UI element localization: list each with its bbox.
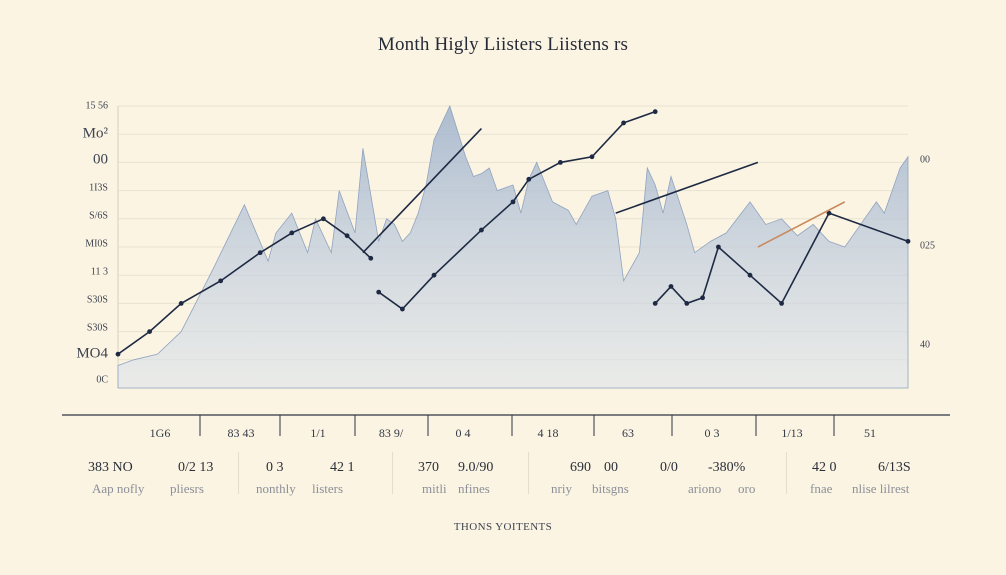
data-point [684, 301, 690, 306]
legend-sub: nonthly [256, 481, 296, 496]
y-tick-left: 15 56 [85, 100, 109, 112]
data-point [589, 154, 595, 160]
legend-value: -380% [708, 460, 746, 475]
y-tick-left: S/6S [89, 210, 108, 222]
data-point [668, 284, 674, 289]
x-tick-label: 63 [622, 426, 634, 440]
data-point [257, 250, 263, 256]
y-tick-left: MO4 [76, 345, 108, 362]
data-point [826, 210, 832, 216]
data-point [558, 160, 563, 165]
y-tick-left: S30S [86, 294, 108, 306]
legend-divider [786, 452, 787, 494]
data-point [218, 278, 224, 284]
y-tick-right: 40 [920, 339, 930, 351]
data-point [376, 289, 382, 295]
data-point [700, 295, 705, 301]
area-series [117, 104, 909, 389]
x-tick-label: 83 9/ [378, 426, 404, 440]
y-tick-left: 0C [96, 374, 108, 386]
data-point [716, 244, 721, 250]
y-tick-left: 11 3 [90, 266, 108, 278]
legend-value: 0/2 13 [178, 460, 214, 475]
y-tick-right: 025 [920, 240, 935, 252]
legend-value: 6/13S [878, 460, 911, 475]
data-point [321, 216, 326, 222]
data-point [178, 301, 184, 306]
legend-divider [528, 452, 529, 494]
legend-sub: Aap nofly [92, 481, 145, 496]
legend-sub: fnae [810, 481, 833, 496]
legend-divider [238, 452, 239, 494]
legend-sub: listers [312, 481, 344, 496]
data-point [479, 227, 484, 233]
trend-line [362, 128, 482, 254]
legend-value: 0/0 [660, 460, 678, 475]
legend-sub: nfines [458, 481, 490, 496]
legend-value: 9.0/90 [458, 460, 494, 475]
legend-sub: ariono [688, 481, 722, 496]
legend-value: 00 [604, 460, 618, 475]
data-point [147, 329, 153, 334]
data-point [115, 351, 121, 357]
y-tick-right: 00 [920, 154, 930, 166]
chart-footer: THONS YOITENTS [453, 521, 553, 533]
data-point [526, 176, 532, 182]
legend-value: 370 [418, 460, 439, 475]
x-tick-label: 4 18 [537, 426, 559, 440]
legend-sub: nriy [551, 481, 572, 496]
data-point [621, 120, 626, 126]
data-point [905, 238, 911, 244]
data-point [747, 272, 753, 278]
legend-value: 42 0 [812, 460, 837, 475]
y-tick-left: MI0S [85, 238, 108, 250]
data-point [652, 109, 658, 115]
data-point [652, 301, 658, 306]
chart-title: Month Higly Liisters Liistens rs [377, 34, 629, 55]
x-tick-label: 1/1 [310, 426, 326, 440]
x-tick-label: 0 4 [455, 426, 471, 440]
legend-sub: oro [738, 481, 756, 496]
legend-sub: mitli [422, 481, 447, 496]
data-point [779, 301, 784, 306]
data-point [344, 233, 350, 239]
trend-line [757, 201, 846, 248]
y-tick-left: S30S [86, 322, 108, 334]
x-tick-label: 0 3 [704, 426, 720, 440]
y-tick-left: 1I3S [89, 182, 108, 194]
y-tick-left: 00 [93, 151, 108, 168]
legend-value: 0 3 [266, 460, 284, 475]
x-tick-label: 1/13 [781, 426, 803, 440]
x-tick-label: 51 [864, 426, 876, 440]
legend-divider [392, 452, 393, 494]
data-point [289, 230, 295, 236]
legend-value: 42 1 [330, 460, 355, 475]
legend-value: 383 NO [88, 460, 133, 475]
series-line [378, 110, 656, 311]
trend-line [615, 161, 759, 214]
y-tick-left: Mo² [82, 125, 108, 142]
data-point [431, 272, 437, 278]
legend-value: 690 [570, 460, 591, 475]
legend-sub: nlise lilrest [852, 481, 910, 496]
x-tick-label: 1G6 [149, 426, 171, 440]
legend-sub: pliesrs [170, 481, 204, 496]
data-point [510, 199, 516, 205]
legend-sub: bitsgns [592, 481, 629, 496]
data-point [400, 306, 405, 312]
data-point [368, 255, 374, 261]
x-tick-label: 83 43 [227, 426, 255, 440]
